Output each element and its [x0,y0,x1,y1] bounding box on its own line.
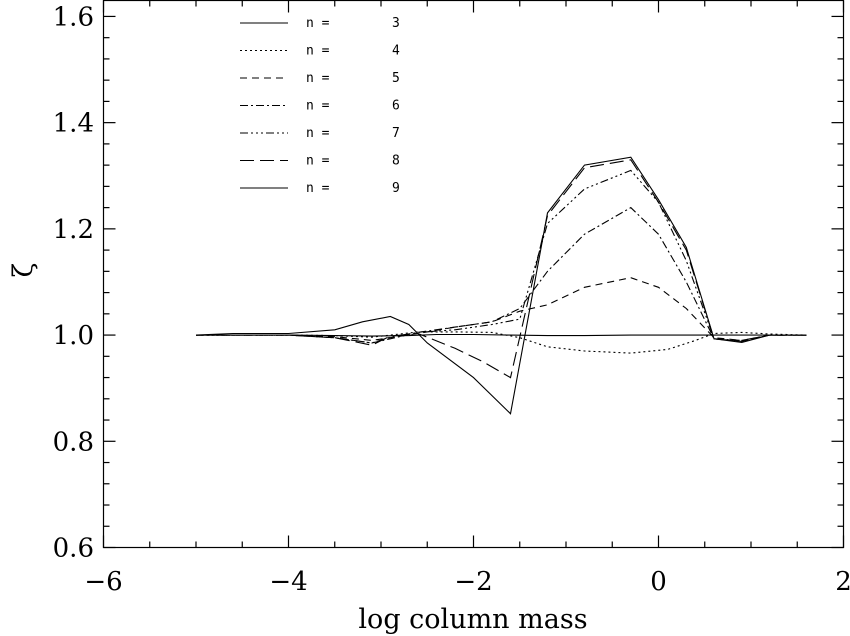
y-ticks: 0.6 0.8 1.0 1.2 1.4 1.6 [53,2,844,564]
legend: n = 3 n = 4 n = 5 n = 6 n = 7 n = 8 n = 9 [240,16,400,196]
legend-label: n = [306,71,330,86]
y-tick-label: 0.6 [53,534,94,564]
y-tick-label: 1.4 [53,109,94,139]
series-line-n8 [196,159,807,379]
legend-value: 6 [392,99,400,114]
series-group [195,156,807,415]
legend-value: 7 [392,126,400,141]
x-tick-label: −2 [454,567,492,597]
y-tick-label: 0.8 [53,427,94,457]
series-line-n9 [195,156,807,415]
legend-value: 3 [392,16,400,31]
x-axis-label: log column mass [358,604,587,635]
x-tick-label: −4 [269,567,307,597]
x-tick-label: 0 [650,567,667,597]
legend-label: n = [306,16,330,31]
plot-frame [102,0,845,549]
legend-label: n = [306,154,330,169]
x-tick-label: 2 [835,567,850,597]
legend-label: n = [306,99,330,114]
series-line-n5 [196,277,807,341]
legend-value: 4 [392,44,400,59]
y-axis-label: ζ [8,263,39,278]
legend-value: 5 [392,71,400,86]
x-ticks: −6 −4 −2 0 2 [84,0,850,597]
legend-value: 9 [392,181,400,196]
legend-label: n = [306,126,330,141]
legend-label: n = [306,181,330,196]
y-tick-label: 1.0 [53,321,94,351]
legend-value: 8 [392,154,400,169]
x-tick-label: −6 [84,567,122,597]
legend-label: n = [306,44,330,59]
y-tick-label: 1.2 [53,215,94,245]
y-tick-label: 1.6 [53,2,94,32]
